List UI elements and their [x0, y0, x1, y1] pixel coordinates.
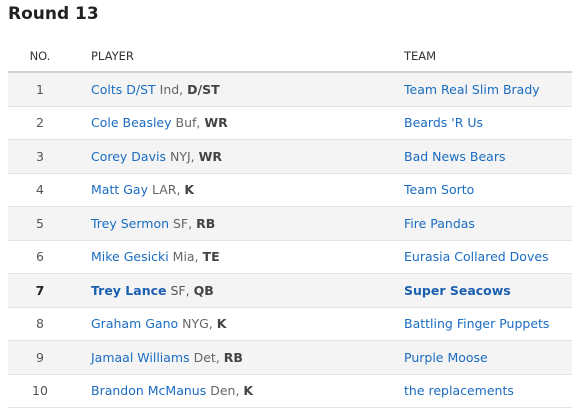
team-link[interactable]: the replacements	[404, 383, 514, 399]
team-link[interactable]: Purple Moose	[404, 349, 488, 365]
table-row: 4 Matt Gay LAR, K Team Sorto	[8, 173, 572, 207]
team-link[interactable]: Team Real Slim Brady	[404, 81, 540, 97]
position: D/ST	[187, 81, 220, 97]
position: RB	[196, 215, 216, 231]
round-title: Round 13	[8, 4, 99, 24]
draft-picks-table: NO. PLAYER TEAM 1 Colts D/ST Ind, D/ST Tea…	[8, 40, 572, 408]
pick-number: 2	[8, 106, 72, 140]
column-header-player: PLAYER	[72, 40, 404, 73]
player-cell: Graham Gano NYG, K	[72, 307, 404, 341]
player-cell: Brandon McManus Den, K	[72, 374, 404, 408]
player-cell: Mike Gesicki Mia, TE	[72, 240, 404, 274]
team-cell: Fire Pandas	[404, 206, 572, 241]
column-header-team: TEAM	[404, 40, 572, 73]
team-cell: Team Real Slim Brady	[404, 72, 572, 107]
pro-team: LAR,	[151, 182, 181, 198]
position: QB	[193, 282, 214, 298]
team-link[interactable]: Super Seacows	[404, 282, 511, 298]
table-row: 9 Jamaal Williams Det, RB Purple Moose	[8, 340, 572, 375]
table-row: 2 Cole Beasley Buf, WR Beards 'R Us	[8, 106, 572, 140]
player-link[interactable]: Cole Beasley	[91, 115, 172, 131]
player-cell: Jamaal Williams Det, RB	[72, 340, 404, 375]
position: K	[184, 182, 195, 198]
team-link[interactable]: Fire Pandas	[404, 215, 475, 231]
pick-number: 7	[8, 273, 72, 308]
table-row: 7 Trey Lance SF, QB Super Seacows	[8, 273, 572, 308]
player-link[interactable]: Jamaal Williams	[91, 349, 190, 365]
player-cell: Trey Lance SF, QB	[72, 273, 404, 308]
team-link[interactable]: Beards 'R Us	[404, 115, 484, 131]
team-cell: Purple Moose	[404, 340, 572, 375]
player-link[interactable]: Mike Gesicki	[91, 249, 169, 265]
position: K	[216, 316, 227, 332]
team-link[interactable]: Bad News Bears	[404, 148, 506, 164]
table-header-row: NO. PLAYER TEAM	[8, 40, 572, 73]
pro-team: NYJ,	[169, 148, 195, 164]
picks-table-body: 1 Colts D/ST Ind, D/ST Team Real Slim Brad…	[8, 72, 572, 408]
team-cell: Battling Finger Puppets	[404, 307, 572, 341]
position: WR	[198, 148, 223, 164]
player-cell: Colts D/ST Ind, D/ST	[72, 72, 404, 107]
table-row: 6 Mike Gesicki Mia, TE Eurasia Collared Do…	[8, 240, 572, 274]
table-row: 8 Graham Gano NYG, K Battling Finger Puppe…	[8, 307, 572, 341]
player-link[interactable]: Colts D/ST	[91, 81, 156, 97]
pick-number: 10	[8, 374, 72, 408]
player-link[interactable]: Brandon McManus	[91, 383, 207, 399]
position: WR	[204, 115, 228, 131]
player-link[interactable]: Matt Gay	[91, 182, 148, 198]
team-cell: Bad News Bears	[404, 139, 572, 174]
team-cell: Eurasia Collared Doves	[404, 240, 572, 274]
table-row: 1 Colts D/ST Ind, D/ST Team Real Slim Brad…	[8, 72, 572, 107]
player-link[interactable]: Graham Gano	[91, 316, 179, 332]
team-cell: Beards 'R Us	[404, 106, 572, 140]
position: RB	[223, 349, 243, 365]
pick-number: 9	[8, 340, 72, 375]
pro-team: SF,	[173, 215, 193, 231]
team-cell: the replacements	[404, 374, 572, 408]
player-link[interactable]: Corey Davis	[91, 148, 166, 164]
pick-number: 8	[8, 307, 72, 341]
player-cell: Trey Sermon SF, RB	[72, 206, 404, 241]
player-cell: Cole Beasley Buf, WR	[72, 106, 404, 140]
table-row: 5 Trey Sermon SF, RB Fire Pandas	[8, 206, 572, 241]
team-link[interactable]: Team Sorto	[404, 182, 475, 198]
team-cell: Super Seacows	[404, 273, 572, 308]
pro-team: Buf,	[175, 115, 201, 131]
pro-team: NYG,	[182, 316, 213, 332]
pro-team: Ind,	[159, 81, 184, 97]
column-header-no: NO.	[8, 40, 72, 73]
pro-team: Mia,	[172, 249, 199, 265]
pro-team: SF,	[170, 282, 190, 298]
player-link[interactable]: Trey Lance	[91, 282, 167, 298]
pick-number: 4	[8, 173, 72, 207]
position: K	[243, 383, 254, 399]
team-cell: Team Sorto	[404, 173, 572, 207]
team-link[interactable]: Battling Finger Puppets	[404, 316, 550, 332]
player-link[interactable]: Trey Sermon	[91, 215, 170, 231]
pro-team: Det,	[193, 349, 220, 365]
pro-team: Den,	[210, 383, 240, 399]
position: TE	[202, 249, 220, 265]
pick-number: 6	[8, 240, 72, 274]
table-row: 3 Corey Davis NYJ, WR Bad News Bears	[8, 139, 572, 174]
player-cell: Corey Davis NYJ, WR	[72, 139, 404, 174]
player-cell: Matt Gay LAR, K	[72, 173, 404, 207]
pick-number: 5	[8, 206, 72, 241]
pick-number: 3	[8, 139, 72, 174]
team-link[interactable]: Eurasia Collared Doves	[404, 249, 549, 265]
pick-number: 1	[8, 72, 72, 107]
